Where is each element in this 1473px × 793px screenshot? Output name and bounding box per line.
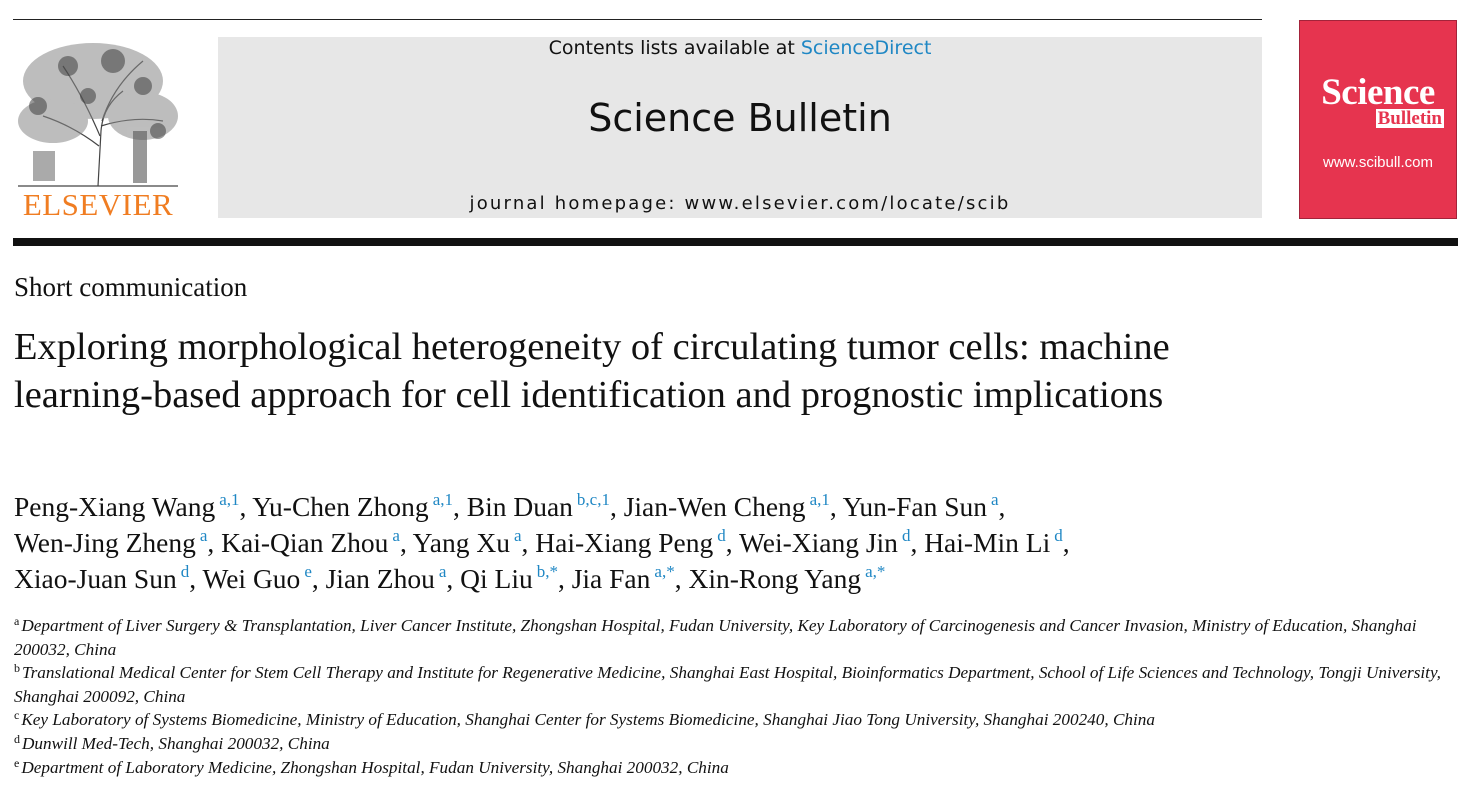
affiliation-mark: d	[14, 731, 20, 746]
author-affiliation[interactable]: a	[199, 526, 208, 545]
author-separator: ,	[910, 527, 918, 558]
affiliation-text: Department of Laboratory Medicine, Zhong…	[21, 757, 729, 777]
author-line: Peng-Xiang Wang a,1, Yu-Chen Zhong a,1, Bi…	[14, 489, 1070, 525]
author-affiliation[interactable]: b,*	[536, 562, 558, 581]
affiliation-list: a Department of Liver Surgery & Transplan…	[14, 614, 1444, 779]
author-name[interactable]: Yu-Chen Zhong	[252, 491, 429, 522]
top-rule	[13, 19, 1262, 20]
author-name[interactable]: Jia Fan	[571, 563, 651, 594]
article-type: Short communication	[14, 272, 248, 302]
affiliation: c Key Laboratory of Systems Biomedicine, …	[14, 708, 1444, 732]
publisher-name: ELSEVIER	[22, 187, 174, 222]
author-name[interactable]: Wen-Jing Zheng	[14, 527, 196, 558]
author-separator: ,	[609, 491, 617, 522]
author-name[interactable]: Kai-Qian Zhou	[221, 527, 389, 558]
author-separator: ,	[725, 527, 733, 558]
affiliation-text: Department of Liver Surgery & Transplant…	[14, 616, 1417, 659]
author-name[interactable]: Bin Duan	[466, 491, 573, 522]
affiliation-text: Translational Medical Center for Stem Ce…	[14, 663, 1441, 706]
author-separator: ,	[207, 527, 215, 558]
author-separator: ,	[446, 563, 454, 594]
journal-homepage[interactable]: journal homepage: www.elsevier.com/locat…	[469, 193, 1011, 214]
affiliation: e Department of Laboratory Medicine, Zhon…	[14, 756, 1444, 780]
author-line: Xiao-Juan Sun d, Wei Guo e, Jian Zhou a, Qi…	[14, 561, 1070, 597]
author-affiliation[interactable]: d	[717, 526, 726, 545]
author-name[interactable]: Qi Liu	[460, 563, 533, 594]
author-affiliation[interactable]: a	[438, 562, 447, 581]
author-separator: ,	[452, 491, 460, 522]
author-name[interactable]: Wei Guo	[202, 563, 301, 594]
author-name[interactable]: Jian-Wen Cheng	[623, 491, 806, 522]
affiliation-text: Dunwill Med-Tech, Shanghai 200032, China	[22, 733, 330, 753]
author-separator: ,	[521, 527, 529, 558]
author-name[interactable]: Yang Xu	[412, 527, 510, 558]
affiliation: d Dunwill Med-Tech, Shanghai 200032, Chin…	[14, 732, 1444, 756]
author-name[interactable]: Peng-Xiang Wang	[14, 491, 216, 522]
author-affiliation[interactable]: a,1	[809, 490, 830, 509]
contents-line: Contents lists available at ScienceDirec…	[218, 37, 1262, 59]
article-title: Exploring morphological heterogeneity of…	[14, 326, 1170, 416]
author-affiliation[interactable]: d	[901, 526, 911, 545]
author-separator: ,	[998, 491, 1006, 522]
author-separator: ,	[829, 491, 837, 522]
author-affiliation[interactable]: d	[1054, 526, 1063, 545]
contents-prefix: Contents lists available at	[548, 37, 795, 59]
author-affiliation[interactable]: a	[990, 490, 999, 509]
author-separator: ,	[239, 491, 247, 522]
cover-title: Science	[1321, 72, 1435, 113]
author-affiliation[interactable]: b,c,1	[576, 490, 610, 509]
author-affiliation[interactable]: a,*	[865, 562, 886, 581]
author-separator: ,	[1062, 527, 1070, 558]
author-name[interactable]: Hai-Xiang Peng	[535, 527, 714, 558]
author-affiliation[interactable]: a	[513, 526, 522, 545]
author-name[interactable]: Yun-Fan Sun	[842, 491, 987, 522]
author-affiliation[interactable]: d	[180, 562, 190, 581]
author-name[interactable]: Xiao-Juan Sun	[14, 563, 177, 594]
author-affiliation[interactable]: a	[392, 526, 400, 545]
author-list: Peng-Xiang Wang a,1, Yu-Chen Zhong a,1, Bi…	[14, 489, 1070, 597]
author-separator: ,	[189, 563, 197, 594]
header-rule	[13, 238, 1458, 246]
affiliation-mark: e	[14, 755, 20, 770]
author-separator: ,	[557, 563, 565, 594]
author-affiliation[interactable]: a,1	[432, 490, 453, 509]
author-separator: ,	[399, 527, 407, 558]
author-name[interactable]: Wei-Xiang Jin	[739, 527, 898, 558]
author-separator: ,	[311, 563, 319, 594]
author-name[interactable]: Jian Zhou	[325, 563, 435, 594]
author-affiliation[interactable]: a,*	[654, 562, 675, 581]
author-name[interactable]: Xin-Rong Yang	[688, 563, 862, 594]
affiliation-mark: c	[14, 708, 20, 723]
elsevier-logo	[18, 43, 178, 187]
cover-subtitle: Bulletin	[1375, 108, 1444, 129]
affiliation-text: Key Laboratory of Systems Biomedicine, M…	[21, 710, 1155, 730]
affiliation-mark: b	[14, 661, 20, 676]
affiliation: a Department of Liver Surgery & Transplan…	[14, 614, 1444, 661]
affiliation-mark: a	[14, 614, 20, 628]
journal-cover: Science Bulletin www.scibull.com	[1299, 20, 1457, 219]
journal-name: Science Bulletin	[588, 96, 892, 140]
author-affiliation[interactable]: a,1	[219, 490, 240, 509]
author-name[interactable]: Hai-Min Li	[924, 527, 1051, 558]
author-separator: ,	[674, 563, 682, 594]
affiliation: b Translational Medical Center for Stem C…	[14, 661, 1444, 708]
journal-banner	[218, 37, 1262, 218]
author-line: Wen-Jing Zheng a, Kai-Qian Zhou a, Yang Xu…	[14, 525, 1070, 561]
cover-url: www.scibull.com	[1322, 154, 1434, 171]
author-affiliation[interactable]: e	[304, 562, 312, 581]
sciencedirect-link[interactable]: ScienceDirect	[800, 37, 932, 59]
